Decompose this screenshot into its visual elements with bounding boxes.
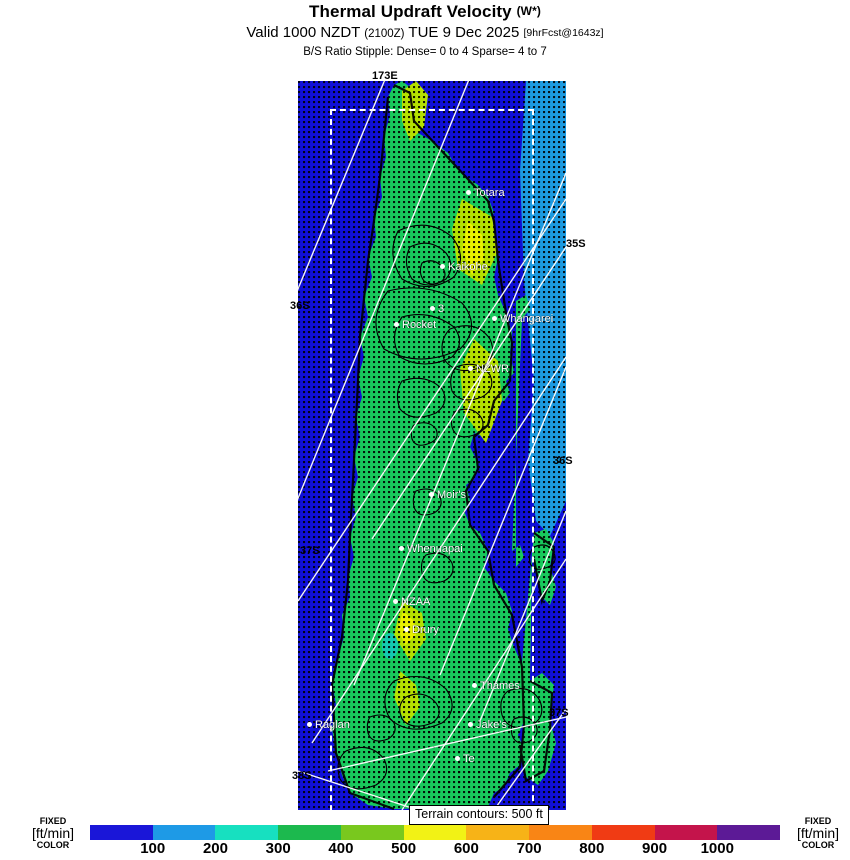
station-label: Drury: [412, 624, 439, 636]
colorbar-tick: 600: [453, 840, 479, 857]
colorbar-tick: 800: [579, 840, 605, 857]
valid-date: TUE 9 Dec 2025: [408, 24, 520, 41]
station-label: Te: [463, 753, 475, 765]
graticule: [298, 81, 566, 810]
station-marker[interactable]: Te: [455, 754, 475, 765]
station-marker[interactable]: Drury: [404, 625, 439, 636]
stipple-legend-note: B/S Ratio Stipple: Dense= 0 to 4 Sparse=…: [303, 46, 547, 58]
graticule-label: 38S: [292, 770, 312, 782]
station-label: Moir's: [437, 489, 466, 501]
station-dot-icon: [468, 366, 473, 371]
colorbar-right-label: FIXED [ft/min] COLOR: [783, 817, 850, 850]
station-marker[interactable]: Rocket: [394, 320, 436, 331]
station-marker[interactable]: Whangarei: [492, 314, 553, 325]
station-label: Rocket: [402, 319, 437, 331]
colorbar-tick: 400: [328, 840, 354, 857]
colorbar-segment-5: [403, 825, 467, 840]
graticule-label: 35S: [566, 238, 586, 250]
station-dot-icon: [430, 306, 435, 311]
colorbar-segment-3: [278, 825, 341, 840]
coastline-outline: [330, 84, 556, 810]
station-marker[interactable]: Whenuapai: [399, 544, 463, 555]
station-label: Totara: [474, 187, 505, 199]
graticule-label: 37S: [300, 545, 320, 557]
title-main-text: Thermal Updraft Velocity: [309, 2, 512, 21]
colorbar-left-label: FIXED [ft/min] COLOR: [18, 817, 88, 850]
station-label: Kaikohe: [448, 261, 488, 273]
station-dot-icon: [393, 599, 398, 604]
title-variable-symbol: (W*): [516, 4, 541, 18]
colorbar-segment-9: [654, 825, 718, 840]
colorbar-left-top: FIXED: [39, 816, 67, 826]
station-marker[interactable]: Jake's: [468, 720, 507, 731]
station-dot-icon: [492, 316, 497, 321]
valid-utc-time: (2100Z): [364, 28, 405, 40]
colorbar-tick: 500: [391, 840, 417, 857]
station-label: Jake's: [476, 719, 507, 731]
valid-time-line: Valid 1000 NZDT (2100Z) TUE 9 Dec 2025 […: [0, 23, 850, 44]
colorbar-tick: 1000: [700, 840, 734, 857]
colorbar-tick: 700: [516, 840, 542, 857]
station-dot-icon: [472, 683, 477, 688]
graticule-label: 173E: [372, 70, 398, 82]
station-dot-icon: [307, 722, 312, 727]
colorbar-segment-7: [529, 825, 592, 840]
station-label: Whenuapai: [407, 543, 463, 555]
station-label: 3: [438, 303, 445, 315]
station-label: NZWR: [476, 363, 509, 375]
station-marker[interactable]: Thames: [472, 681, 520, 692]
colorbar-tick: 200: [202, 840, 228, 857]
colorbar-segment-4: [340, 825, 404, 840]
station-marker[interactable]: Raglan: [307, 720, 350, 731]
page-title: Thermal Updraft Velocity (W*): [0, 0, 850, 23]
forecast-map[interactable]: [298, 81, 566, 810]
colorbar-segment-1: [152, 825, 216, 840]
station-marker[interactable]: NZWR: [468, 364, 509, 375]
colorbar-left-bottom: COLOR: [36, 840, 70, 850]
colorbar-segment-0: [90, 825, 153, 840]
station-dot-icon: [440, 264, 445, 269]
graticule-label: 37S: [549, 707, 569, 719]
stipple-sparse-layer: [332, 641, 530, 810]
station-dot-icon: [399, 546, 404, 551]
valid-local-time: Valid 1000 NZDT: [246, 24, 361, 41]
station-dot-icon: [455, 756, 460, 761]
forecast-hour-tag: [9hrFcst@1643z]: [523, 27, 604, 39]
colorbar-segment-8: [591, 825, 655, 840]
terrain-contours: [337, 224, 556, 790]
station-label: NZAA: [401, 596, 431, 608]
colorbar-tick: 300: [265, 840, 291, 857]
colorbar-tick-labels: 100 200 300 400 500 600 700 800 900 1000: [90, 840, 780, 860]
colorbar-segment-2: [215, 825, 279, 840]
colorbar-tick: 900: [642, 840, 668, 857]
terrain-contour-legend: Terrain contours: 500 ft: [409, 805, 549, 825]
colorbar[interactable]: [90, 825, 781, 840]
colorbar-left-unit: [ft/min]: [31, 825, 74, 841]
forecast-domain-box: [330, 109, 534, 810]
colorbar-tick: 100: [140, 840, 166, 857]
station-dot-icon: [394, 322, 399, 327]
station-marker[interactable]: Moir's: [429, 490, 466, 501]
title-block: Thermal Updraft Velocity (W*) Valid 1000…: [0, 0, 850, 60]
colorbar-right-top: FIXED: [804, 816, 832, 826]
station-label: Raglan: [315, 719, 350, 731]
station-marker[interactable]: Totara: [466, 188, 505, 199]
station-label: Thames: [480, 680, 520, 692]
colorbar-right-unit: [ft/min]: [796, 825, 839, 841]
station-dot-icon: [466, 190, 471, 195]
colorbar-right-bottom: COLOR: [801, 840, 835, 850]
station-dot-icon: [429, 492, 434, 497]
station-marker[interactable]: NZAA: [393, 597, 430, 608]
station-label: Whangarei: [500, 313, 554, 325]
station-dot-icon: [468, 722, 473, 727]
colorbar-segment-6: [466, 825, 530, 840]
graticule-label: 36S: [290, 300, 310, 312]
graticule-label: 36S: [553, 455, 573, 467]
station-marker[interactable]: Kaikohe: [440, 262, 488, 273]
colorbar-segment-10: [717, 825, 781, 840]
station-dot-icon: [404, 627, 409, 632]
station-marker[interactable]: 3: [430, 304, 444, 315]
